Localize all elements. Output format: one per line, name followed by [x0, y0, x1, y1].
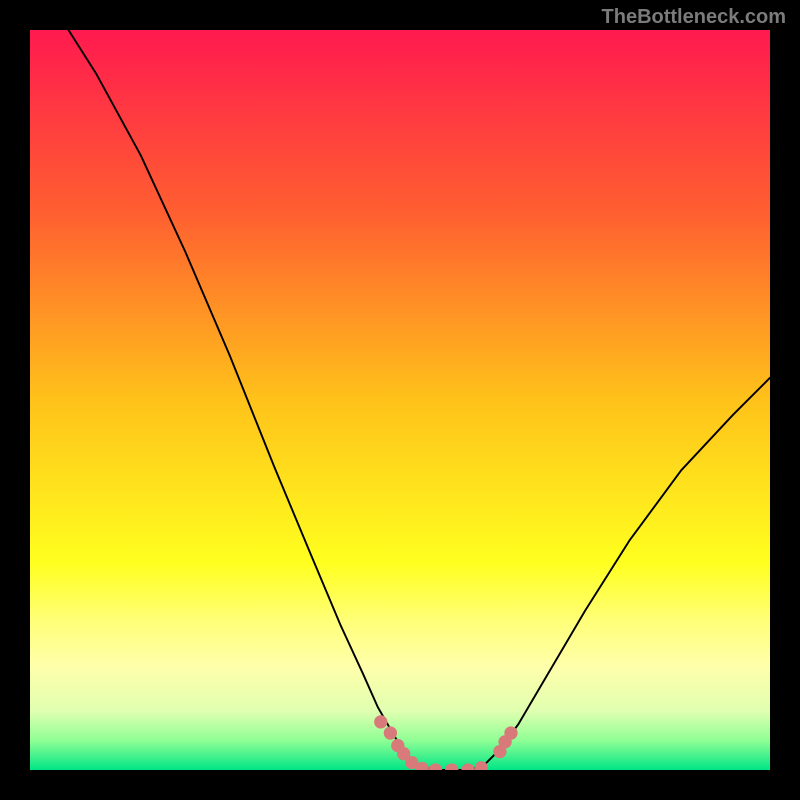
curve-marker	[504, 726, 517, 739]
chart-svg	[30, 30, 770, 770]
chart-plot-area	[30, 30, 770, 770]
curve-marker	[384, 726, 397, 739]
watermark-label: TheBottleneck.com	[602, 6, 786, 29]
curve-marker	[374, 715, 387, 728]
chart-background	[30, 30, 770, 770]
